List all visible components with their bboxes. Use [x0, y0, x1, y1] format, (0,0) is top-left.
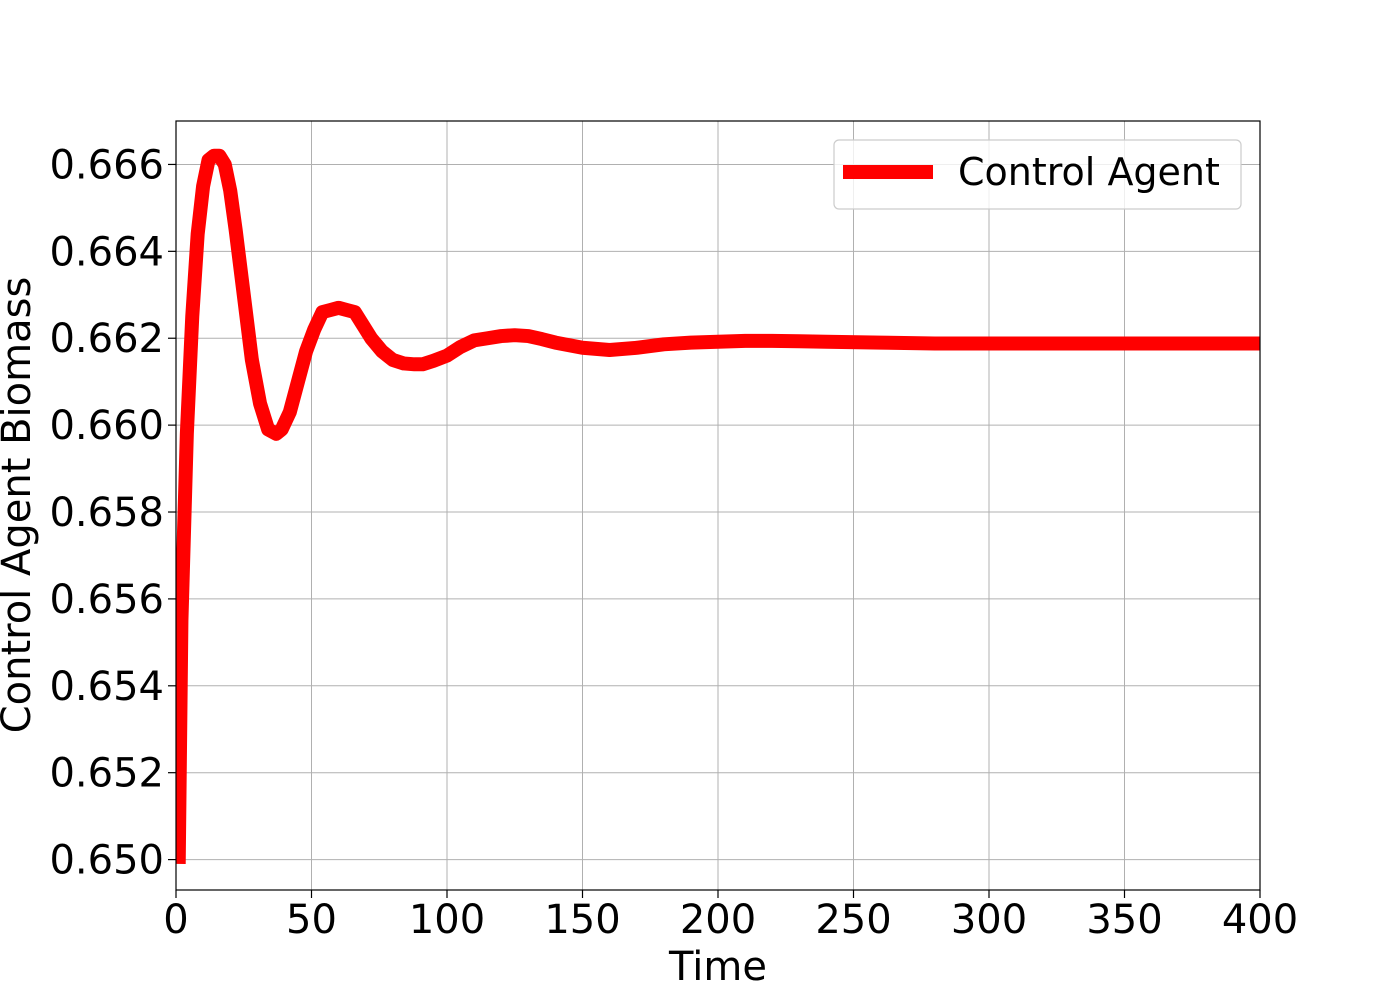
y-tick-label: 0.662 [49, 316, 164, 362]
x-tick-label: 150 [544, 897, 620, 943]
y-tick-label: 0.652 [49, 751, 164, 797]
x-tick-label: 200 [680, 897, 756, 943]
x-tick-label: 0 [163, 897, 188, 943]
x-axis: 0 50 100 150 200 250 300 350 400 [163, 890, 1298, 943]
series-line-control-agent [176, 148, 1260, 865]
x-axis-title: Time [668, 944, 767, 990]
y-axis: 0.650 0.652 0.654 0.656 0.658 0.660 0.662 0.664… [49, 142, 176, 884]
legend-box [833, 139, 1242, 210]
x-tick-label: 100 [409, 897, 485, 943]
y-tick-label: 0.660 [49, 403, 164, 449]
y-axis-title: Control Agent Biomass [0, 277, 40, 734]
y-tick-label: 0.654 [49, 664, 164, 710]
x-tick-label: 50 [286, 897, 337, 943]
series-layer [176, 148, 1260, 865]
y-tick-label: 0.658 [49, 490, 164, 536]
x-tick-label: 250 [815, 897, 891, 943]
x-tick-label: 300 [951, 897, 1027, 943]
legend: Control Agent [833, 139, 1242, 210]
y-tick-label: 0.664 [49, 229, 164, 275]
y-tick-label: 0.650 [49, 838, 164, 884]
x-tick-label: 350 [1086, 897, 1162, 943]
legend-label: Control Agent [958, 150, 1220, 194]
y-tick-label: 0.656 [49, 577, 164, 623]
x-tick-label: 400 [1222, 897, 1298, 943]
y-tick-label: 0.666 [49, 142, 164, 188]
